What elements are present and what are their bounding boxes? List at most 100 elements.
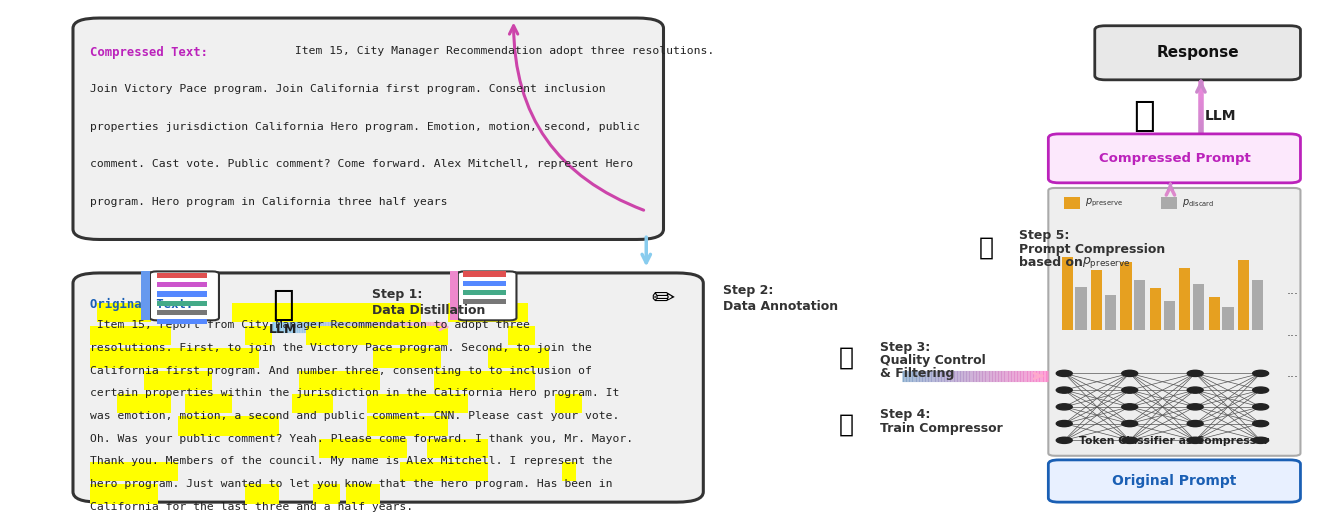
Text: Step 3:: Step 3: xyxy=(880,341,930,354)
Circle shape xyxy=(1253,370,1269,376)
Text: resolutions. First, to join the Victory Pace program. Second, to join the: resolutions. First, to join the Victory … xyxy=(90,343,592,353)
Bar xyxy=(157,273,207,278)
Bar xyxy=(447,303,528,322)
Bar xyxy=(90,349,259,368)
Bar xyxy=(1238,260,1249,330)
Text: certain properties within the jurisdiction in the California Hero program. It: certain properties within the jurisdicti… xyxy=(90,388,620,398)
Text: ...: ... xyxy=(1286,284,1299,298)
Bar xyxy=(556,394,583,413)
Bar xyxy=(1222,306,1234,330)
Circle shape xyxy=(1121,437,1137,443)
Text: $p_{\mathrm{preserve}}$: $p_{\mathrm{preserve}}$ xyxy=(1082,255,1129,270)
Bar xyxy=(1075,287,1087,330)
Bar xyxy=(313,485,340,504)
Bar xyxy=(97,303,151,322)
Bar xyxy=(463,299,506,304)
Bar xyxy=(157,310,207,315)
Text: Compressed Prompt: Compressed Prompt xyxy=(1099,152,1250,165)
Bar xyxy=(1105,295,1116,330)
Text: California for the last three and a half years.: California for the last three and a half… xyxy=(90,502,414,511)
Bar xyxy=(245,326,272,345)
Bar xyxy=(184,394,232,413)
Text: $p_{\mathrm{discard}}$: $p_{\mathrm{discard}}$ xyxy=(1182,197,1214,209)
Bar xyxy=(292,394,333,413)
Bar xyxy=(157,291,207,297)
Circle shape xyxy=(1121,387,1137,393)
Circle shape xyxy=(1056,420,1072,426)
Text: Response: Response xyxy=(1156,45,1239,60)
Text: 🤖: 🤖 xyxy=(1133,99,1154,133)
Bar xyxy=(1193,284,1204,330)
Bar xyxy=(245,485,279,504)
Bar xyxy=(401,462,488,481)
Bar xyxy=(1149,288,1161,330)
Bar xyxy=(488,349,548,368)
Bar xyxy=(1064,197,1080,209)
Bar xyxy=(1062,257,1072,330)
Bar xyxy=(427,439,488,458)
Circle shape xyxy=(1188,437,1204,443)
Text: LLM: LLM xyxy=(268,323,297,336)
Circle shape xyxy=(1056,387,1072,393)
Circle shape xyxy=(1056,370,1072,376)
Text: Step 4:: Step 4: xyxy=(880,408,930,421)
Bar xyxy=(463,290,506,295)
Text: Original Prompt: Original Prompt xyxy=(1112,474,1237,488)
Text: Thank you. Members of the council. My name is Alex Mitchell. I represent the: Thank you. Members of the council. My na… xyxy=(90,456,613,466)
Bar xyxy=(1251,280,1263,330)
Bar xyxy=(90,485,158,504)
FancyBboxPatch shape xyxy=(73,18,664,239)
Text: Item 15, City Manager Recommendation adopt three resolutions.: Item 15, City Manager Recommendation ado… xyxy=(288,46,714,56)
Circle shape xyxy=(1056,437,1072,443)
Circle shape xyxy=(1188,420,1204,426)
Text: 📚: 📚 xyxy=(839,413,855,437)
Bar xyxy=(157,301,207,306)
Text: ...: ... xyxy=(1286,367,1299,380)
Bar xyxy=(1120,262,1132,330)
FancyBboxPatch shape xyxy=(1048,460,1300,502)
Text: 🔮: 🔮 xyxy=(978,235,994,259)
FancyBboxPatch shape xyxy=(150,271,219,320)
Text: ✏️: ✏️ xyxy=(652,285,675,313)
Text: based on: based on xyxy=(1019,256,1087,269)
Circle shape xyxy=(1253,437,1269,443)
Text: Oh. Was your public comment? Yeah. Please come forward. I thank you, Mr. Mayor.: Oh. Was your public comment? Yeah. Pleas… xyxy=(90,434,633,443)
Bar xyxy=(366,417,447,436)
Text: program. Hero program in California three half years: program. Hero program in California thre… xyxy=(90,197,447,207)
Bar xyxy=(141,271,150,320)
Bar xyxy=(157,319,207,324)
Bar xyxy=(450,271,458,320)
Text: comment. Cast vote. Public comment? Come forward. Alex Mitchell, represent Hero: comment. Cast vote. Public comment? Come… xyxy=(90,159,633,169)
Text: Step 5:: Step 5: xyxy=(1019,229,1070,242)
Bar xyxy=(157,282,207,287)
Bar xyxy=(299,371,380,390)
Text: Item 15, report from City Manager Recommendation to adopt three: Item 15, report from City Manager Recomm… xyxy=(90,320,531,330)
Circle shape xyxy=(1253,420,1269,426)
Text: 📋: 📋 xyxy=(839,346,855,370)
Text: & Filtering: & Filtering xyxy=(880,367,954,380)
Text: Compressed Text:: Compressed Text: xyxy=(90,46,208,59)
Text: Quality Control: Quality Control xyxy=(880,354,986,367)
Circle shape xyxy=(1121,404,1137,410)
Bar xyxy=(1209,297,1220,330)
Bar xyxy=(1164,301,1174,330)
Circle shape xyxy=(1253,404,1269,410)
Bar xyxy=(434,371,535,390)
Text: $p_{\mathrm{preserve}}$: $p_{\mathrm{preserve}}$ xyxy=(1085,197,1124,209)
Text: LLM: LLM xyxy=(1205,109,1237,123)
Bar xyxy=(1180,268,1190,330)
Text: Data Annotation: Data Annotation xyxy=(723,300,839,313)
Bar xyxy=(1161,197,1177,209)
Bar xyxy=(232,303,421,322)
Circle shape xyxy=(1121,370,1137,376)
Text: was emotion, motion, a second and public comment. CNN. Please cast your vote.: was emotion, motion, a second and public… xyxy=(90,411,620,421)
Bar xyxy=(463,271,506,277)
Bar xyxy=(90,462,178,481)
Bar xyxy=(145,371,211,390)
Text: Step 1:: Step 1: xyxy=(372,288,422,301)
Bar xyxy=(373,349,441,368)
Text: hero program. Just wanted to let you know that the hero program. Has been in: hero program. Just wanted to let you kno… xyxy=(90,479,613,489)
Text: California first program. And number three, consenting to to inclusion of: California first program. And number thr… xyxy=(90,366,592,375)
Bar xyxy=(90,326,171,345)
FancyBboxPatch shape xyxy=(73,273,703,502)
